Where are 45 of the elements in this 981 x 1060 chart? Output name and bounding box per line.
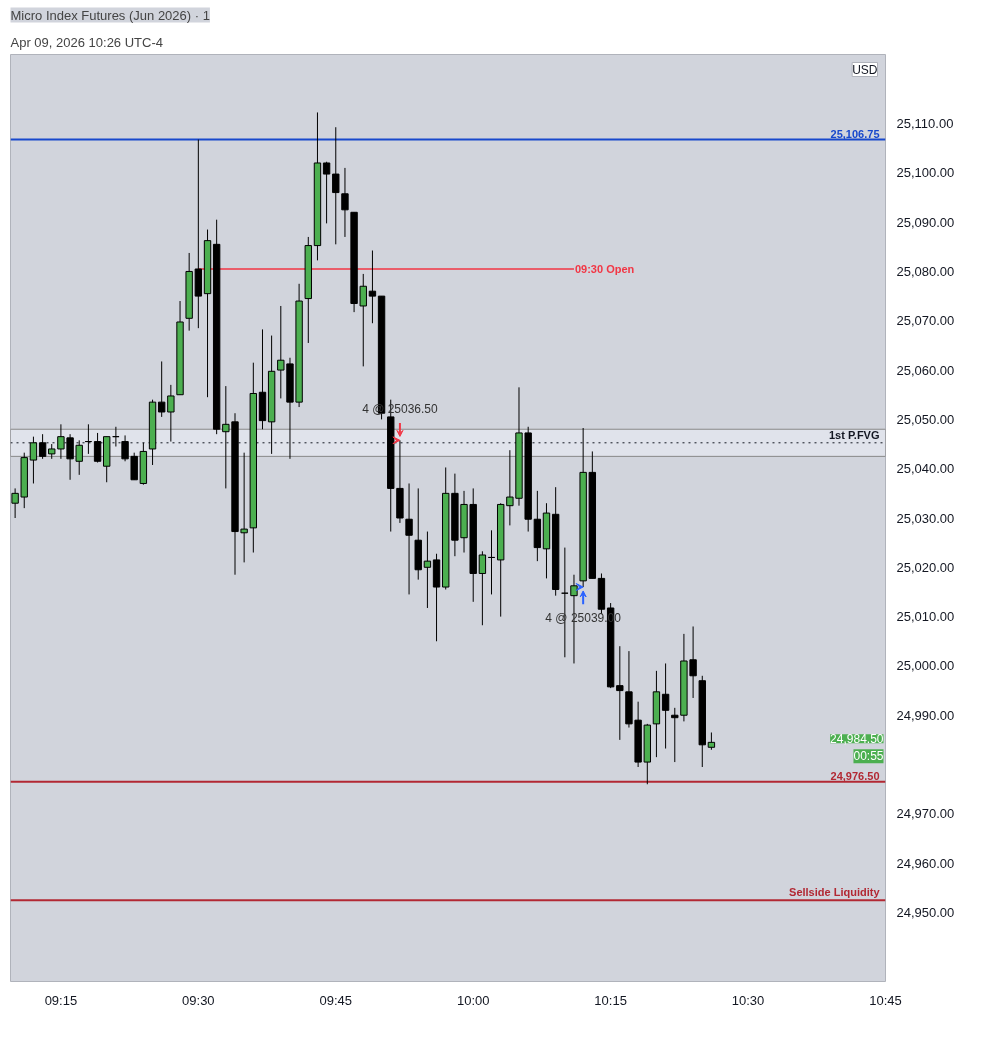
candlestick: [38, 433, 47, 460]
x-tick-label: 10:00: [456, 992, 490, 1008]
y-tick-label: 25,060.00: [896, 362, 955, 378]
y-tick-label: 25,080.00: [896, 263, 955, 279]
x-tick-label: 10:15: [594, 992, 627, 1008]
y-tick-label: 25,100.00: [896, 165, 955, 181]
candlestick: [29, 436, 38, 484]
annotation: USD: [852, 62, 878, 77]
candlestick: [478, 550, 487, 626]
chart-title: Micro Index Futures (Jun 2026) · 1: [10, 7, 210, 23]
x-tick-label: 09:45: [319, 992, 353, 1008]
y-tick-label: 25,020.00: [896, 559, 955, 575]
candlestick: [332, 126, 340, 245]
candlestick: [661, 662, 670, 750]
candlestick: [368, 250, 377, 324]
candlestick: [341, 167, 349, 238]
y-tick-label: 25,050.00: [896, 411, 955, 427]
x-tick-label: 09:15: [44, 992, 78, 1008]
y-tick-label: 24,950.00: [896, 904, 955, 920]
annotation: 24,984.50: [830, 732, 884, 747]
y-tick-label: 25,090.00: [896, 214, 955, 230]
y-tick-label: 25,110.00: [896, 116, 954, 132]
x-tick-label: 09:30: [182, 992, 215, 1008]
candlestick: [405, 482, 413, 595]
y-tick-label: 25,000.00: [896, 658, 955, 674]
ref-line-label: 25,106.75: [830, 127, 880, 140]
y-tick-label: 24,990.00: [896, 707, 955, 723]
y-tick-label: 24,960.00: [896, 855, 955, 871]
ref-line-label: 1st P.FVG: [828, 428, 880, 441]
x-tick-label: 10:45: [869, 992, 902, 1008]
candlestick: [616, 645, 624, 741]
x-tick-label: 10:30: [731, 992, 765, 1008]
candlestick: [93, 432, 102, 464]
ref-line-label: Sellside Liquidity: [789, 886, 881, 899]
y-tick-label: 25,070.00: [896, 313, 955, 329]
y-tick-label: 24,970.00: [896, 806, 955, 822]
series-label: 09:30 Open: [574, 262, 635, 275]
candlestick: [322, 161, 331, 224]
annotation: 00:55: [853, 749, 884, 764]
y-tick-label: 25,010.00: [896, 609, 955, 625]
ref-line-label: 24,976.50: [830, 769, 880, 782]
chart-subtitle: Apr 09, 2026 10:26 UTC-4: [10, 34, 163, 50]
candlestick: [423, 531, 432, 609]
y-tick-label: 25,040.00: [896, 461, 955, 477]
y-tick-label: 25,030.00: [896, 510, 955, 526]
